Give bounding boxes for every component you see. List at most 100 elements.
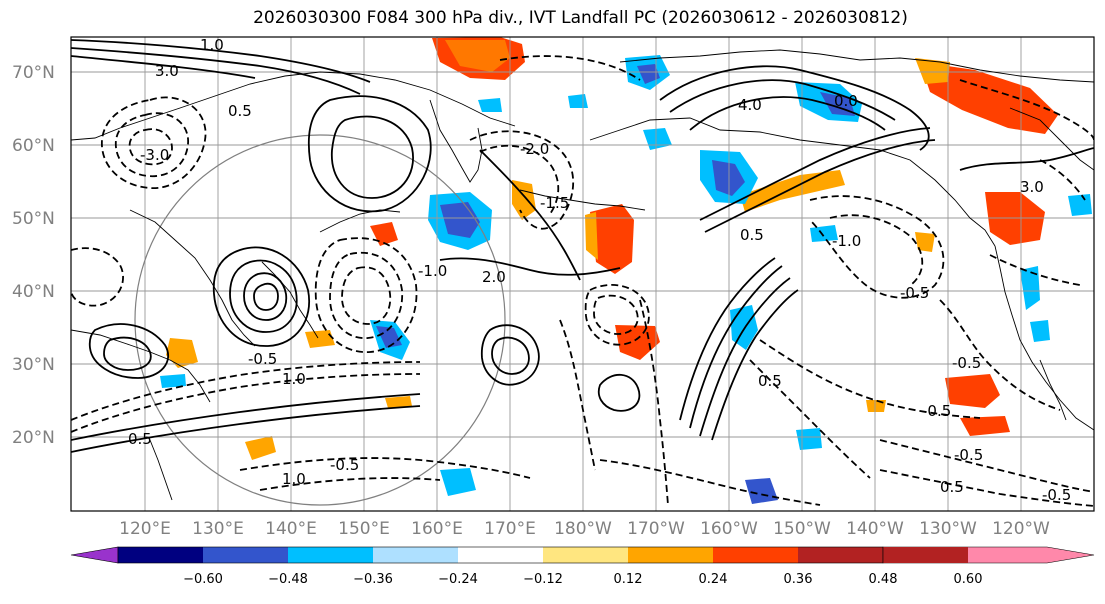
contour-label: -0.5 — [954, 446, 983, 464]
colorbar-outline — [117, 546, 884, 564]
contour-dashed — [239, 457, 531, 479]
shade-patch — [643, 128, 672, 150]
contour-dashed — [879, 469, 1094, 507]
contour-dashed — [1039, 159, 1086, 201]
longitude-labels: 120°E 130°E 140°E 150°E 160°E 170°E 180°… — [119, 519, 1050, 539]
contour-solid — [704, 139, 936, 233]
coastline-na-west — [994, 245, 1094, 431]
contour-solid — [331, 115, 414, 199]
map-frame — [70, 36, 1095, 512]
colorbar-tick-label: −0.36 — [353, 572, 393, 587]
shade-patch — [160, 374, 186, 388]
colorbar-tick-label: 0.48 — [869, 572, 898, 587]
shade-patch — [1020, 266, 1040, 310]
shade-patch — [445, 40, 510, 72]
coastline-baja — [1039, 359, 1067, 421]
contour-solid — [491, 336, 530, 375]
contour-dashed — [499, 55, 641, 81]
contour-label: 4.0 — [738, 96, 762, 114]
shade-patch — [568, 94, 588, 108]
colorbar: −0.60 −0.48 −0.36 −0.24 −0.12 0.12 0.24 … — [70, 546, 1095, 587]
contour-label: -0.5 — [330, 456, 359, 474]
shade-patch — [915, 58, 950, 84]
colorbar-segment — [543, 547, 628, 563]
contour-solid — [88, 323, 169, 379]
lat-label-60n: 60°N — [12, 136, 55, 156]
shade-patch — [985, 192, 1045, 245]
coastline-asia — [71, 71, 516, 141]
lon-label: 120°E — [119, 519, 171, 539]
shade-patch — [590, 204, 634, 274]
contour-label: 0.5 — [758, 372, 782, 390]
contour-solid — [243, 272, 288, 321]
colorbar-tick-label: −0.24 — [438, 572, 478, 587]
lon-label: 130°W — [919, 519, 977, 539]
contour-dashed — [939, 299, 1061, 411]
contour-dashed — [639, 299, 669, 506]
contour-solid — [699, 127, 931, 221]
contour-label: -1.0 — [832, 232, 861, 250]
colorbar-tick-label: 0.12 — [614, 572, 643, 587]
colorbar-segment — [628, 547, 713, 563]
lon-label: 180°W — [554, 519, 612, 539]
contour-dashed — [584, 283, 650, 346]
colorbar-segment — [288, 547, 373, 563]
lat-label-40n: 40°N — [12, 282, 55, 302]
contour-solid — [689, 96, 886, 131]
shade-patch — [810, 225, 838, 242]
contour-solid — [307, 95, 432, 213]
contour-solid — [71, 393, 421, 441]
contour-dashed — [599, 459, 821, 506]
contour-solid — [679, 257, 776, 421]
figure-title: 2026030300 F084 300 hPa div., IVT Landfa… — [253, 8, 908, 28]
contour-label: 0.5 — [740, 226, 764, 244]
lon-label: 130°E — [192, 519, 244, 539]
contour-label: 0.5 — [228, 102, 252, 120]
colorbar-segment — [203, 547, 288, 563]
divergence-shading — [160, 37, 1092, 504]
contour-solid — [959, 147, 1094, 171]
contour-solid — [103, 336, 152, 371]
lon-label: 170°W — [627, 519, 685, 539]
contour-dashed — [341, 266, 392, 325]
shade-patch — [1030, 320, 1050, 342]
shade-patch — [478, 98, 502, 112]
contour-solid — [229, 259, 298, 333]
colorbar-tick-label: 0.24 — [699, 572, 728, 587]
shade-patch — [385, 396, 412, 408]
contour-solid — [597, 373, 641, 412]
lon-label: 160°W — [700, 519, 758, 539]
shade-patch — [712, 160, 745, 196]
colorbar-segment — [458, 547, 543, 563]
contour-label: -0.5 — [248, 350, 277, 368]
contour-solid — [659, 65, 930, 151]
contour-dashed — [593, 294, 639, 335]
contour-solid — [689, 265, 783, 429]
contour-dashed — [959, 79, 1094, 141]
contour-solid — [71, 405, 421, 453]
shade-patch — [440, 468, 476, 496]
lon-label: 150°E — [338, 519, 390, 539]
shade-patch — [945, 374, 1000, 408]
contour-dashed — [71, 373, 421, 433]
contour-label: 1.0 — [282, 470, 306, 488]
shade-patch — [615, 325, 660, 360]
contour-solid — [71, 55, 256, 79]
contour-label: -1.0 — [418, 262, 447, 280]
contour-dashed — [469, 130, 575, 230]
contour-solid — [212, 246, 310, 347]
colorbar-tick-label: −0.12 — [523, 572, 563, 587]
colorbar-tick-label: −0.48 — [268, 572, 308, 587]
colorbar-segment — [713, 547, 798, 563]
contours-negative — [71, 55, 1094, 507]
coastline-hudson — [1009, 107, 1094, 171]
contour-labels: 1.0 -1.0 0.5 -0.5 3.0 -3.0 4.0 -2.0 2.0 … — [128, 36, 1071, 504]
contour-dashed — [101, 96, 207, 189]
contour-label: 3.0 — [155, 62, 179, 80]
contour-label: -0.5 — [900, 284, 929, 302]
contour-dashed — [829, 214, 924, 285]
shade-patch — [1068, 194, 1092, 216]
lon-label: 120°W — [992, 519, 1050, 539]
colorbar-segment — [883, 547, 968, 563]
lon-label: 160°E — [411, 519, 463, 539]
